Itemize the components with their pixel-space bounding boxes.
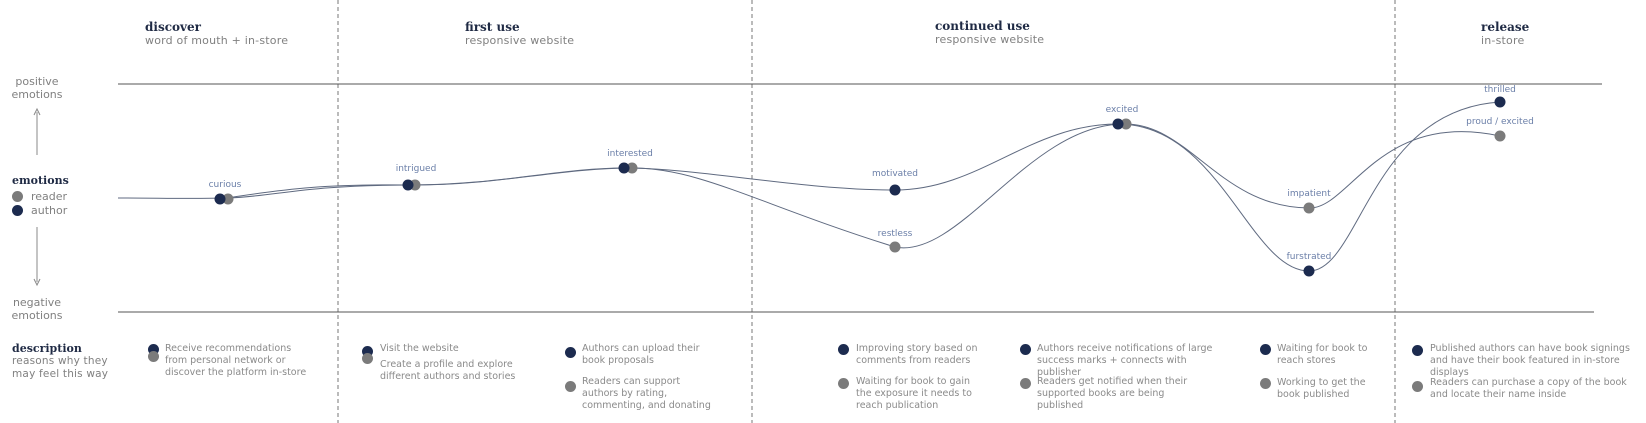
- author-dot-icon: [565, 347, 576, 358]
- stage-subtitle: responsive website: [935, 33, 1045, 46]
- author-point-thrilled: [1494, 96, 1506, 108]
- stage-title: release: [1481, 20, 1530, 34]
- description-working-published: Working to get the book published: [1277, 377, 1366, 400]
- stage-release: release in-store: [1481, 20, 1529, 47]
- emotion-label-proud-excited: proud / excited: [1466, 117, 1534, 127]
- author-point-intrigued: [402, 179, 414, 191]
- legend-author-label: author: [31, 204, 68, 217]
- negative-emotions-label: negative emotions: [11, 296, 63, 322]
- emotion-label-motivated: motivated: [872, 169, 918, 179]
- emotion-label-impatient: impatient: [1287, 189, 1331, 199]
- description-waiting-exposure: Waiting for book to gain the exposure it…: [856, 376, 972, 411]
- description-book-signings: Published authors can have book signings…: [1430, 343, 1630, 378]
- author-point-furstrated: [1303, 265, 1315, 277]
- emotions-legend: emotions reader author: [12, 174, 69, 217]
- author-point-curious: [214, 193, 226, 205]
- reader-point-proud-excited: [1494, 130, 1506, 142]
- description-heading: description: [12, 342, 82, 355]
- author-dot-icon: [1020, 344, 1031, 355]
- stage-first-use: first use responsive website: [465, 20, 574, 47]
- arrow-down-icon: [33, 278, 41, 287]
- reader-point-interested: [626, 162, 638, 174]
- reader-dot-icon: [838, 378, 849, 389]
- author-dot-icon: [12, 205, 23, 216]
- reader-point-curious: [222, 193, 234, 205]
- emotion-label-furstrated: furstrated: [1287, 252, 1332, 262]
- emotion-label-thrilled: thrilled: [1484, 85, 1516, 95]
- stage-title: discover: [145, 20, 201, 34]
- author-dot-icon: [1260, 344, 1271, 355]
- legend-reader-label: reader: [31, 190, 68, 203]
- reader-dot-icon: [148, 351, 159, 362]
- description-legend: description reasons why they may feel th…: [12, 342, 117, 381]
- description-support: Readers can support authors by rating, c…: [582, 376, 711, 411]
- emotion-label-curious: curious: [209, 180, 242, 190]
- author-dot-icon: [838, 344, 849, 355]
- author-dot-icon: [148, 344, 159, 355]
- stage-title: continued use: [935, 19, 1030, 33]
- description-first-use-visit: Visit the website: [380, 343, 459, 354]
- arrow-up-icon: [33, 107, 41, 116]
- legend-reader: reader: [12, 190, 69, 203]
- reader-dot-icon: [565, 381, 576, 392]
- emotions-heading: emotions: [12, 174, 69, 187]
- description-waiting-stores: Waiting for book to reach stores: [1277, 343, 1368, 366]
- description-upload: Authors can upload their book proposals: [582, 343, 700, 366]
- emotion-label-intrigued: intrigued: [396, 164, 437, 174]
- reader-point-impatient: [1303, 202, 1315, 214]
- description-purchase: Readers can purchase a copy of the book …: [1430, 377, 1627, 400]
- description-discover: Receive recommendations from personal ne…: [165, 343, 307, 378]
- reader-dot-icon: [12, 191, 23, 202]
- stage-subtitle: responsive website: [465, 34, 575, 47]
- stage-discover: discover word of mouth + in-store: [145, 20, 288, 47]
- reader-point-restless: [889, 241, 901, 253]
- description-first-use-profile: Create a profile and explore different a…: [380, 359, 516, 382]
- reader-emotion-curve: [117, 123, 1501, 249]
- author-dot-icon: [1412, 345, 1423, 356]
- author-point-interested: [618, 162, 630, 174]
- stage-subtitle: word of mouth + in-store: [145, 34, 289, 47]
- author-point-excited: [1112, 118, 1124, 130]
- emotion-label-restless: restless: [878, 229, 913, 239]
- legend-author: author: [12, 204, 69, 217]
- positive-emotions-label: positive emotions: [11, 75, 63, 101]
- emotion-label-interested: interested: [607, 149, 653, 159]
- reader-dot-icon: [1412, 381, 1423, 392]
- reader-dot-icon: [362, 353, 373, 364]
- stage-subtitle: in-store: [1481, 34, 1525, 47]
- author-dot-icon: [362, 346, 373, 357]
- description-improving: Improving story based on comments from r…: [856, 343, 978, 366]
- description-subheading: reasons why they may feel this way: [12, 355, 109, 380]
- reader-point-excited: [1120, 118, 1132, 130]
- author-emotion-curve: [219, 101, 1501, 272]
- description-readers-notified: Readers get notified when their supporte…: [1037, 376, 1188, 411]
- reader-dot-icon: [1260, 378, 1271, 389]
- description-notifications: Authors receive notifications of large s…: [1037, 343, 1213, 378]
- stage-title: first use: [465, 20, 520, 34]
- emotion-label-excited: excited: [1106, 105, 1139, 115]
- reader-dot-icon: [1020, 378, 1031, 389]
- author-point-motivated: [889, 184, 901, 196]
- stage-continued-use: continued use responsive website: [935, 19, 1044, 46]
